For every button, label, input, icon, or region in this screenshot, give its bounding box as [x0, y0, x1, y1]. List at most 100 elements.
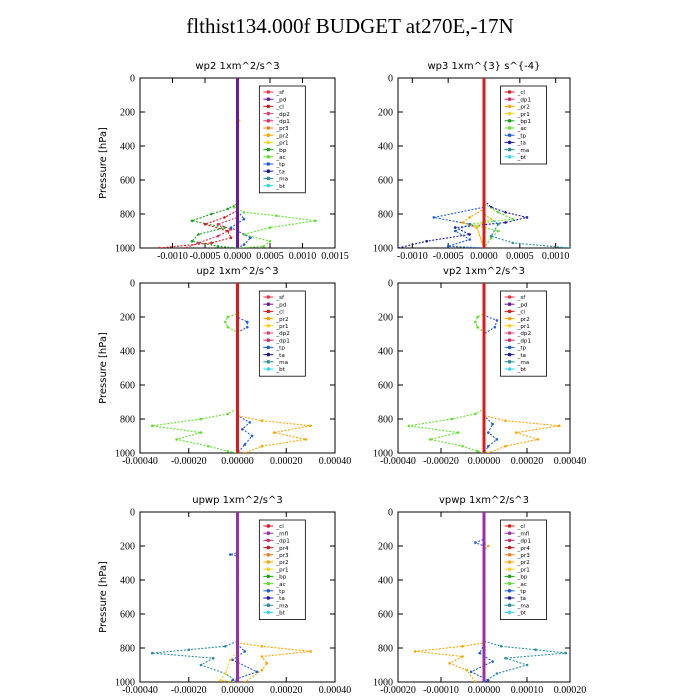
series-point: [236, 379, 239, 382]
legend-marker: [508, 560, 512, 564]
series-point: [483, 341, 486, 344]
series-point: [483, 549, 486, 552]
legend-entry: _pr4: [275, 546, 289, 552]
y-tick-label: 800: [378, 210, 393, 221]
legend-marker: [267, 105, 271, 109]
series-point: [433, 216, 436, 219]
series-point: [236, 337, 239, 340]
y-tick-label: 0: [130, 279, 135, 290]
series-point: [483, 316, 486, 319]
series-point: [236, 221, 239, 224]
series-point: [483, 85, 486, 88]
series-point: [397, 247, 400, 250]
y-tick-label: 400: [378, 576, 393, 587]
legend-entry: _sf: [275, 295, 285, 301]
chart-panel-wp3: wp3 1xm^{3} s^{-4} 0 200 400 600 800 1000 -0.00…: [373, 61, 571, 262]
series-point: [476, 316, 479, 319]
series-point: [236, 350, 239, 353]
series-point: [483, 562, 486, 565]
series-point: [461, 645, 464, 648]
legend-marker: [508, 302, 512, 306]
legend-entry: _pr1: [517, 324, 531, 330]
legend-entry: _pr1: [275, 141, 289, 147]
legend-entry: _bp1: [517, 119, 532, 125]
series-point: [461, 655, 464, 658]
legend-marker: [267, 589, 271, 593]
series-point: [217, 235, 220, 238]
series-point: [261, 645, 264, 648]
chart-title: upwp 1xm^2/s^3: [192, 495, 282, 506]
series-point: [236, 170, 239, 173]
series-point: [483, 413, 486, 416]
x-tick-label: 0.00020: [511, 456, 544, 467]
series-point: [236, 591, 239, 594]
series-point: [483, 307, 486, 310]
series-point: [483, 608, 486, 611]
series-point: [496, 319, 499, 322]
legend-entry: _mfl: [517, 531, 530, 537]
x-tick-label: 0.00000: [468, 685, 501, 696]
series-point: [236, 174, 239, 177]
y-tick-label: 200: [120, 108, 135, 119]
series-point: [244, 650, 247, 653]
series-point: [483, 553, 486, 556]
series-point: [483, 94, 486, 97]
series-point: [483, 668, 486, 671]
series-point: [483, 286, 486, 289]
series-point: [483, 153, 486, 156]
series-point: [504, 419, 507, 422]
legend-entry: _ma: [275, 603, 288, 609]
chart-panel-wp2: wp2 1xm^2/s^3Pressure [hPa]0200400600800…: [98, 61, 349, 262]
series-point: [483, 187, 486, 190]
series-point: [483, 409, 486, 412]
series-point: [236, 311, 239, 314]
series-point: [261, 419, 264, 422]
legend-entry: _cl: [275, 310, 284, 316]
series-point: [483, 523, 486, 526]
series-point: [468, 238, 471, 241]
y-tick-label: 600: [120, 176, 135, 187]
series-point: [188, 648, 191, 651]
series-point: [236, 81, 239, 84]
y-tick-label: 200: [378, 108, 393, 119]
series-point: [483, 123, 486, 126]
series-point: [236, 388, 239, 391]
series-point: [474, 541, 477, 544]
series-point: [483, 345, 486, 348]
y-tick-label: 800: [120, 415, 135, 426]
series-point: [483, 647, 486, 650]
legend-marker: [508, 367, 512, 371]
series-point: [483, 166, 486, 169]
series-point: [483, 115, 486, 118]
series-point: [236, 294, 239, 297]
y-tick-label: 800: [120, 644, 135, 655]
series-point: [236, 225, 239, 228]
series-point: [236, 625, 239, 628]
series-point: [236, 676, 239, 679]
series-point: [244, 681, 247, 684]
series-point: [483, 574, 486, 577]
series-point: [483, 388, 486, 391]
series-point: [483, 621, 486, 624]
legend-entry: _ac: [275, 582, 285, 588]
series-line-tp: [434, 78, 484, 248]
series-point: [230, 226, 233, 229]
series-point: [483, 174, 486, 177]
series-point: [474, 681, 477, 684]
series-line-tp: [230, 512, 257, 682]
x-tick-label: -0.00020: [171, 456, 207, 467]
series-point: [236, 579, 239, 582]
series-point: [236, 132, 239, 135]
series-point: [227, 208, 230, 211]
legend-entry: _pd: [275, 302, 286, 308]
series-point: [483, 132, 486, 135]
series-point: [236, 179, 239, 182]
series-point: [151, 652, 154, 655]
series-point: [476, 450, 479, 453]
series-point: [483, 375, 486, 378]
series-point: [483, 170, 486, 173]
series-point: [236, 354, 239, 357]
series-point: [483, 532, 486, 535]
legend-entry: _tp: [517, 346, 527, 352]
series-point: [223, 216, 226, 219]
